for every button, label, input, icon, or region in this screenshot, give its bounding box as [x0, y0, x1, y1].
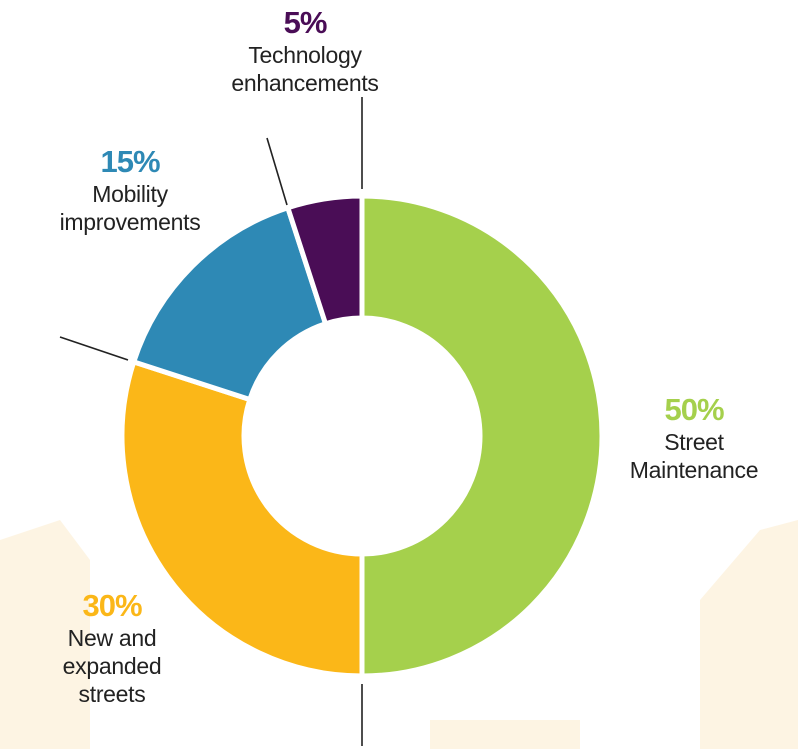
percent-label: 30%	[82, 588, 142, 623]
category-label: New and expanded streets	[62, 625, 162, 707]
slice	[119, 358, 365, 679]
slice-label: 50% Street Maintenance	[609, 392, 779, 484]
slice-label: 30% New and expanded streets	[42, 588, 182, 708]
leader-lines	[59, 97, 363, 746]
slice	[284, 193, 365, 327]
slice-label: 15% Mobility improvements	[45, 144, 215, 236]
slice-label: 5% Technology enhancements	[205, 5, 405, 97]
percent-label: 50%	[664, 392, 724, 427]
category-label: Technology enhancements	[231, 42, 379, 96]
background-buildings	[0, 520, 798, 749]
slice	[359, 193, 605, 679]
percent-label: 5%	[283, 5, 328, 40]
slices	[119, 193, 605, 679]
percent-label: 15%	[100, 144, 160, 179]
category-label: Street Maintenance	[629, 429, 759, 483]
category-label: Mobility improvements	[59, 181, 201, 235]
slice	[130, 204, 329, 403]
